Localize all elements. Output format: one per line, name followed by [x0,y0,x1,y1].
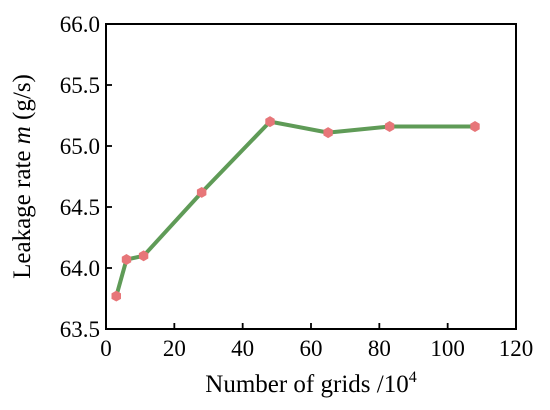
y-tick-label: 65.5 [60,73,100,98]
x-tick-label: 60 [300,336,323,361]
y-axis-label: Leakage rate m (g/s) [9,74,36,279]
data-point-marker [121,254,132,265]
x-tick-label: 100 [430,336,465,361]
axis-tick-labels: 0 20 40 60 80 100 120 63.5 64.0 64.5 65.0 65.5 66.0 [60,12,534,361]
x-tick-label: 40 [231,336,254,361]
x-tick-label: 20 [163,336,186,361]
series-line [114,119,477,299]
x-tick-label: 80 [368,336,391,361]
y-tick-label: 66.0 [60,12,100,37]
axis-ticks [105,23,517,330]
y-tick-label: 64.5 [60,195,100,220]
data-point-marker [265,116,275,128]
data-point-marker [384,121,395,132]
plot-frame [105,23,517,330]
data-series [111,116,480,302]
data-point-marker [470,121,480,132]
x-axis-label: Number of grids /104 [205,369,416,398]
data-point-marker [196,186,207,198]
x-tick-label: 0 [100,336,112,361]
data-point-marker [138,250,149,262]
y-tick-label: 63.5 [60,317,100,342]
y-tick-label: 64.0 [60,256,100,281]
x-tick-label: 120 [499,336,534,361]
data-point-marker [323,127,333,139]
data-point-marker [111,290,121,302]
y-tick-label: 65.0 [60,134,100,159]
